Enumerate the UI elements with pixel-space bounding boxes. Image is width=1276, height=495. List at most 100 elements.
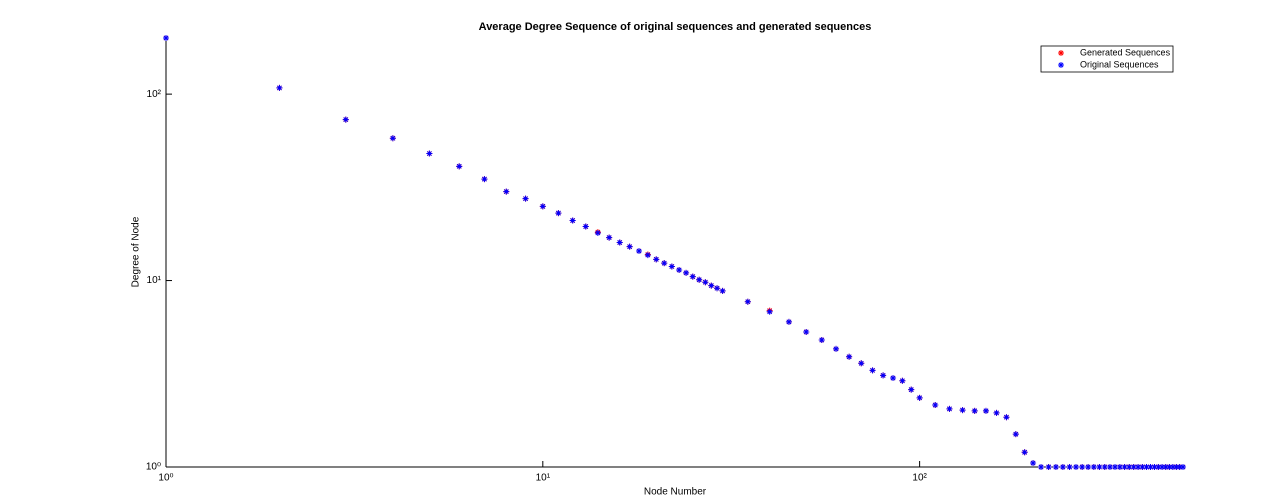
- data-point: [1169, 464, 1176, 470]
- data-point: [932, 402, 939, 409]
- data-point: [1003, 414, 1010, 421]
- data-point: [653, 256, 660, 263]
- data-point: [766, 308, 773, 315]
- data-point: [719, 287, 726, 294]
- data-point: [1072, 464, 1079, 470]
- data-point: [426, 150, 433, 157]
- data-point: [569, 217, 576, 224]
- data-point: [880, 372, 887, 379]
- data-point: [818, 336, 825, 343]
- data-point: [1090, 464, 1097, 470]
- data-point: [1116, 464, 1123, 470]
- data-point: [959, 407, 966, 414]
- x-tick-label: 10¹: [536, 473, 551, 484]
- x-tick-label: 10²: [912, 473, 927, 484]
- data-point: [594, 229, 601, 236]
- data-point: [1079, 464, 1086, 470]
- legend-label: Generated Sequences: [1080, 47, 1171, 57]
- data-point: [539, 203, 546, 210]
- data-point: [908, 386, 915, 393]
- data-point: [163, 35, 169, 41]
- data-point: [1173, 464, 1180, 470]
- data-point: [916, 394, 923, 401]
- data-point: [276, 84, 283, 91]
- data-point: [1151, 464, 1158, 470]
- legend-label: Original Sequences: [1080, 59, 1159, 69]
- data-point: [1176, 464, 1183, 470]
- data-point: [1162, 464, 1169, 470]
- data-point: [714, 285, 721, 292]
- data-point: [1121, 464, 1128, 470]
- data-point: [696, 276, 703, 283]
- data-point: [899, 377, 906, 384]
- data-point: [1096, 464, 1103, 470]
- data-point: [342, 116, 349, 123]
- data-point: [1180, 464, 1186, 470]
- data-point: [993, 409, 1000, 416]
- data-point: [1021, 449, 1028, 456]
- data-point: [582, 223, 589, 230]
- data-point: [616, 239, 623, 246]
- data-point: [1106, 464, 1113, 470]
- data-point: [946, 405, 953, 412]
- x-tick-label: 10⁰: [158, 473, 173, 484]
- data-point: [1045, 464, 1052, 470]
- data-point: [1139, 464, 1146, 470]
- legend-marker: [1058, 62, 1064, 68]
- plot-area: [166, 38, 1183, 467]
- data-point: [522, 195, 529, 202]
- data-point: [1112, 464, 1118, 470]
- data-point: [702, 279, 709, 286]
- data-point: [785, 318, 792, 325]
- y-tick-label: 10¹: [147, 275, 162, 286]
- y-tick-label: 10²: [147, 89, 162, 100]
- data-point: [636, 248, 642, 255]
- data-point: [606, 234, 613, 241]
- data-point: [971, 407, 978, 414]
- data-point: [833, 345, 840, 352]
- data-point: [503, 188, 510, 195]
- legend-marker: [1058, 50, 1064, 56]
- data-point: [1147, 464, 1154, 470]
- data-point: [1038, 464, 1045, 470]
- data-point: [1052, 464, 1059, 470]
- data-point: [982, 407, 989, 414]
- data-point: [626, 243, 633, 250]
- y-tick-label: 10⁰: [146, 462, 161, 473]
- data-point: [1030, 460, 1037, 467]
- data-point: [1166, 464, 1173, 470]
- data-point: [803, 328, 810, 335]
- x-axis-label: Node Number: [644, 487, 707, 495]
- data-point: [683, 269, 690, 276]
- data-point: [1143, 464, 1150, 470]
- data-point: [1012, 431, 1019, 438]
- data-point: [846, 353, 853, 360]
- data-point: [869, 367, 876, 374]
- data-point: [1155, 464, 1162, 470]
- data-point: [644, 252, 651, 259]
- data-point: [555, 210, 562, 217]
- chart-title: Average Degree Sequence of original sequ…: [479, 21, 872, 33]
- data-point: [708, 282, 715, 289]
- data-point: [1059, 464, 1066, 470]
- legend-box: [1040, 45, 1174, 73]
- data-point: [1101, 464, 1108, 470]
- data-point: [676, 266, 683, 273]
- data-point: [668, 263, 675, 270]
- data-point: [1066, 464, 1073, 470]
- data-point: [1159, 464, 1166, 470]
- data-point: [1135, 464, 1142, 470]
- y-axis-label: Degree of Node: [131, 216, 142, 287]
- data-point: [1126, 464, 1133, 470]
- data-point: [661, 260, 668, 267]
- data-point: [1130, 464, 1137, 470]
- data-point: [890, 375, 897, 382]
- data-point: [481, 176, 488, 183]
- data-point: [389, 135, 396, 142]
- data-point: [858, 360, 865, 367]
- data-point: [689, 273, 696, 280]
- data-point: [744, 298, 751, 305]
- data-point: [456, 163, 463, 170]
- data-point: [1085, 464, 1092, 470]
